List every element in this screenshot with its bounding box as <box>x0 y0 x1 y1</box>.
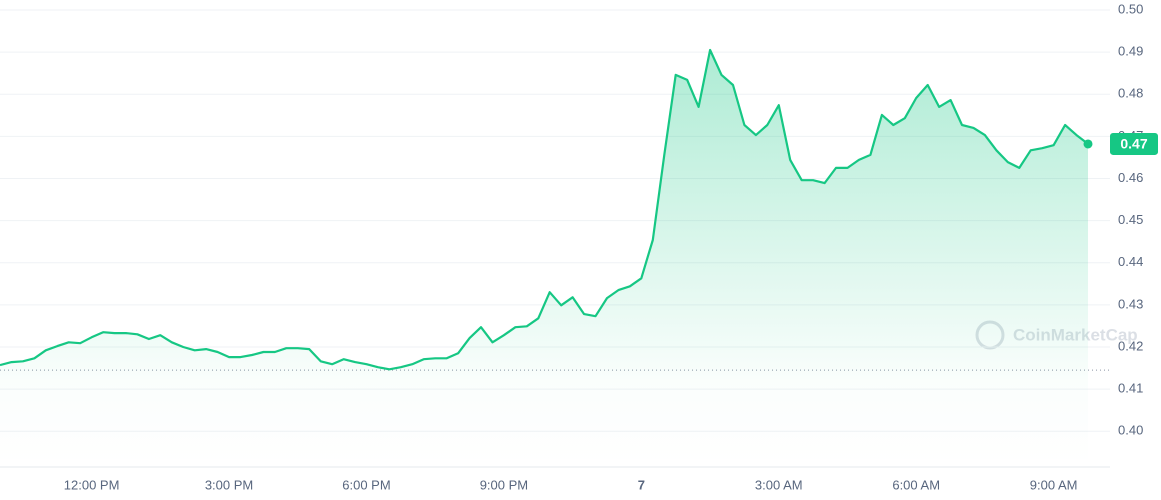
y-tick-label: 0.49 <box>1118 44 1143 59</box>
y-tick-label: 0.50 <box>1118 1 1143 16</box>
price-badge <box>1110 132 1158 155</box>
x-tick-label: 6:00 AM <box>892 477 940 492</box>
y-tick-label: 0.43 <box>1118 296 1143 311</box>
y-tick-label: 0.44 <box>1118 254 1143 269</box>
y-tick-label: 0.48 <box>1118 86 1143 101</box>
x-tick-label: 12:00 PM <box>64 477 120 492</box>
x-tick-label: 3:00 AM <box>755 477 803 492</box>
x-tick-label: 6:00 PM <box>342 477 390 492</box>
y-tick-label: 0.41 <box>1118 381 1143 396</box>
last-point <box>1083 139 1093 149</box>
x-tick-label: 3:00 PM <box>205 477 253 492</box>
x-tick-label: 9:00 AM <box>1030 477 1078 492</box>
y-tick-label: 0.45 <box>1118 212 1143 227</box>
y-tick-label: 0.46 <box>1118 170 1143 185</box>
x-tick-label: 9:00 PM <box>480 477 528 492</box>
area-fill <box>0 50 1088 467</box>
y-tick-label: 0.40 <box>1118 423 1143 438</box>
price-line <box>0 48 1089 371</box>
y-tick-label: 0.42 <box>1118 338 1143 353</box>
x-tick-label: 7 <box>638 477 645 492</box>
price-badge-label: 0.47 <box>1120 136 1147 152</box>
